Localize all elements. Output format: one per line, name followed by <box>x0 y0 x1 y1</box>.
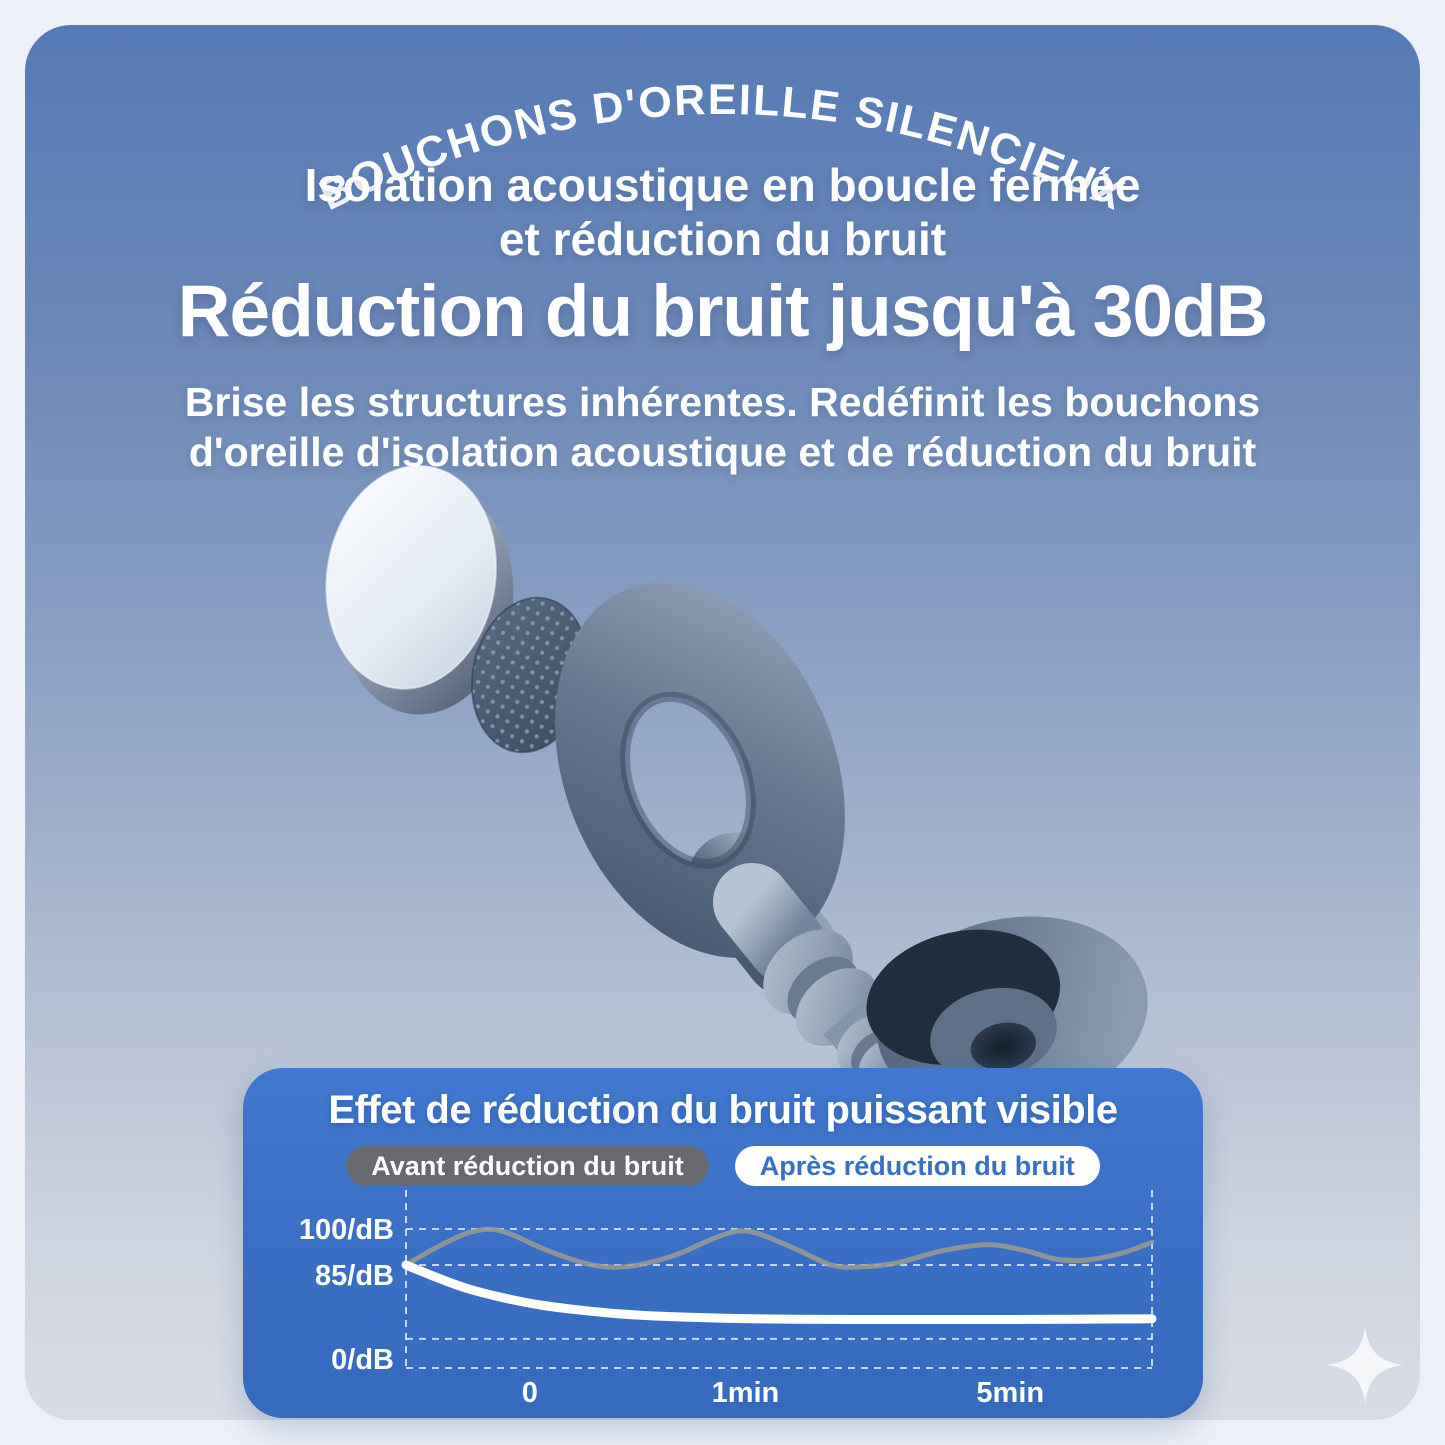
chart-legend: Avant réduction du bruit Après réduction… <box>243 1146 1203 1186</box>
page-title: Réduction du bruit jusqu'à 30dB <box>177 271 1269 352</box>
y-tick-label: 0/dB <box>331 1344 394 1376</box>
lede-line-2: d'oreille d'isolation acoustique et de r… <box>188 429 1257 476</box>
noise-effect-card: Effet de réduction du bruit puissant vis… <box>243 1068 1203 1418</box>
y-tick-label: 85/dB <box>315 1260 394 1292</box>
after-noise-line <box>401 1260 1157 1325</box>
arc-title: BOUCHONS D'OREILLE SILENCIEUX <box>312 76 1130 220</box>
noise-chart: 100/dB 85/dB 0/dB 0 1min 5min <box>299 1190 1157 1409</box>
x-tick-label: 0 <box>522 1377 538 1409</box>
lede: Brise les structures inhérentes. Redéfin… <box>25 377 1420 477</box>
before-noise-line <box>403 1226 1155 1270</box>
legend-before-pill: Avant réduction du bruit <box>346 1146 709 1186</box>
subtitle: Isolation acoustique en boucle fermée et… <box>25 158 1420 267</box>
y-tick-label: 100/dB <box>299 1214 394 1246</box>
x-tick-label: 1min <box>712 1377 780 1409</box>
subtitle-line-2: et réduction du bruit <box>498 213 947 266</box>
x-tick-label: 5min <box>976 1377 1044 1409</box>
legend-after-pill: Après réduction du bruit <box>734 1146 1100 1186</box>
lede-line-1: Brise les structures inhérentes. Redéfin… <box>184 379 1261 425</box>
subtitle-line-1: Isolation acoustique en boucle fermée <box>304 159 1141 211</box>
sparkle-icon <box>1326 1326 1404 1404</box>
card-title: Effet de réduction du bruit puissant vis… <box>328 1088 1118 1132</box>
